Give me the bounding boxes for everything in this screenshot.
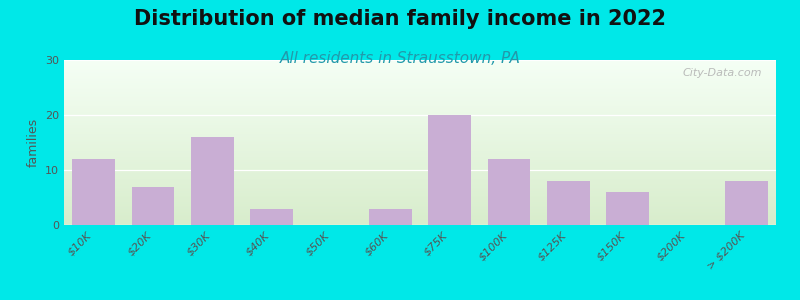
Bar — [428, 115, 471, 225]
Bar — [488, 159, 530, 225]
Bar — [547, 181, 590, 225]
Text: All residents in Strausstown, PA: All residents in Strausstown, PA — [279, 51, 521, 66]
Bar — [132, 187, 174, 225]
Text: City-Data.com: City-Data.com — [682, 68, 762, 78]
Bar — [191, 137, 234, 225]
Y-axis label: families: families — [26, 118, 39, 167]
Bar — [606, 192, 649, 225]
Bar — [72, 159, 115, 225]
Bar — [250, 208, 293, 225]
Text: Distribution of median family income in 2022: Distribution of median family income in … — [134, 9, 666, 29]
Bar — [725, 181, 768, 225]
Bar — [369, 208, 412, 225]
